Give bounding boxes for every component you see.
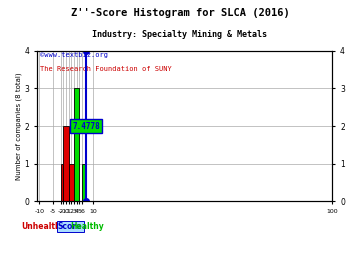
Text: Industry: Specialty Mining & Metals: Industry: Specialty Mining & Metals: [93, 30, 267, 39]
Text: The Research Foundation of SUNY: The Research Foundation of SUNY: [40, 66, 171, 72]
Text: Healthy: Healthy: [71, 222, 104, 231]
Y-axis label: Number of companies (8 total): Number of companies (8 total): [15, 72, 22, 180]
Text: ©www.textbiz.org: ©www.textbiz.org: [40, 52, 108, 58]
Bar: [69, 164, 74, 201]
Text: Score: Score: [58, 222, 82, 231]
Text: 7.4778: 7.4778: [72, 122, 100, 131]
Bar: [61, 164, 63, 201]
Text: Z''-Score Histogram for SLCA (2016): Z''-Score Histogram for SLCA (2016): [71, 8, 289, 18]
Bar: [74, 89, 80, 201]
Bar: [82, 164, 85, 201]
Text: Unhealthy: Unhealthy: [21, 222, 66, 231]
Bar: [63, 126, 69, 201]
